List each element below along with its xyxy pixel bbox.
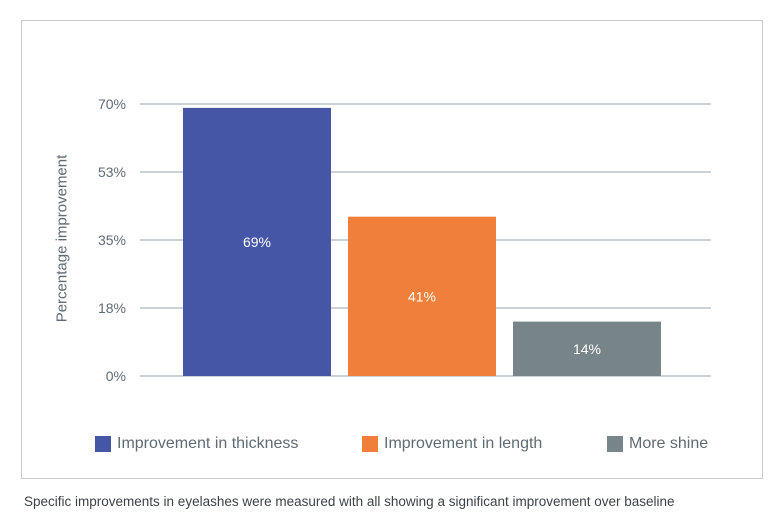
legend-label-shine: More shine — [629, 435, 709, 452]
legend-item-shine: More shine — [607, 432, 708, 456]
legend-swatch-shine — [607, 436, 623, 452]
y-tick-label: 70% — [98, 96, 126, 112]
y-tick-label: 0% — [106, 368, 126, 384]
figure-caption: Specific improvements in eyelashes were … — [24, 494, 675, 509]
y-tick-label: 35% — [98, 232, 126, 248]
legend-item-thickness: Improvement in thickness — [95, 432, 298, 456]
bar — [513, 321, 661, 376]
bar — [183, 107, 331, 376]
legend-label-length: Improvement in length — [384, 435, 543, 452]
bar-data-label: 69% — [243, 234, 271, 250]
y-tick-label: 18% — [98, 300, 126, 316]
legend-swatch-thickness — [95, 436, 111, 452]
legend-item-length: Improvement in length — [362, 432, 542, 456]
y-tick-label: 53% — [98, 164, 126, 180]
y-axis-label: Percentage improvement — [53, 154, 71, 323]
bar-data-label: 14% — [573, 341, 601, 357]
chart-frame — [21, 20, 763, 479]
bar — [348, 216, 496, 376]
legend-label-thickness: Improvement in thickness — [117, 435, 299, 452]
legend-swatch-length — [362, 436, 378, 452]
bar-data-label: 41% — [408, 288, 436, 304]
